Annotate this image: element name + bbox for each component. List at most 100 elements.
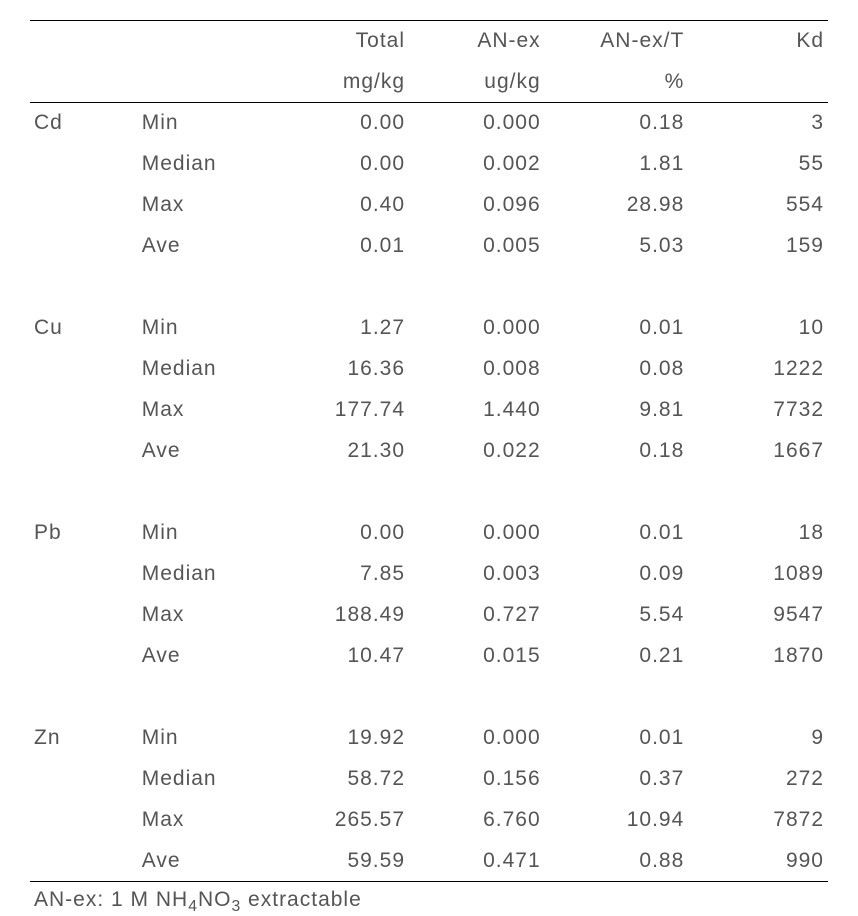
table-row: Max188.490.7275.549547 (30, 595, 828, 636)
cell-anext: 0.08 (549, 349, 693, 390)
footnote: AN-ex: 1 M NH4NO3 extractable (30, 882, 828, 916)
cell-kd: 554 (692, 185, 828, 226)
cell-anext: 0.01 (549, 308, 693, 349)
cell-anex: 6.760 (413, 800, 549, 841)
table-row: Median0.000.0021.8155 (30, 144, 828, 185)
footnote-mid: NO (198, 888, 232, 911)
cell-total: 0.00 (269, 144, 413, 185)
cell-stat: Max (142, 390, 270, 431)
cell-anex: 0.000 (413, 103, 549, 144)
cell-total: 59.59 (269, 841, 413, 882)
cell-kd: 272 (692, 759, 828, 800)
cell-element (30, 595, 142, 636)
cell-anext: 0.01 (549, 718, 693, 759)
table-row: ZnMin19.920.0000.019 (30, 718, 828, 759)
cell-anext: 5.03 (549, 226, 693, 267)
cell-kd: 7732 (692, 390, 828, 431)
header-anext: AN-ex/T (549, 21, 693, 62)
cell-kd: 7872 (692, 800, 828, 841)
header-anex-unit: ug/kg (413, 62, 549, 103)
cell-anex: 0.000 (413, 513, 549, 554)
cell-total: 0.00 (269, 513, 413, 554)
header-total-unit: mg/kg (269, 62, 413, 103)
cell-kd: 9547 (692, 595, 828, 636)
cell-element: Pb (30, 513, 142, 554)
cell-element (30, 431, 142, 472)
cell-total: 16.36 (269, 349, 413, 390)
table-row: CuMin1.270.0000.0110 (30, 308, 828, 349)
cell-total: 21.30 (269, 431, 413, 472)
cell-kd: 55 (692, 144, 828, 185)
cell-anext: 0.21 (549, 636, 693, 677)
cell-anext: 0.18 (549, 431, 693, 472)
cell-stat: Median (142, 144, 270, 185)
cell-anext: 10.94 (549, 800, 693, 841)
cell-kd: 1870 (692, 636, 828, 677)
cell-anex: 0.000 (413, 308, 549, 349)
spacer-row (30, 472, 828, 513)
table-row: Ave0.010.0055.03159 (30, 226, 828, 267)
cell-anext: 28.98 (549, 185, 693, 226)
cell-kd: 9 (692, 718, 828, 759)
spacer-row (30, 267, 828, 308)
cell-anex: 0.156 (413, 759, 549, 800)
cell-total: 0.40 (269, 185, 413, 226)
cell-kd: 10 (692, 308, 828, 349)
table-row: Ave10.470.0150.211870 (30, 636, 828, 677)
cell-stat: Median (142, 554, 270, 595)
cell-total: 19.92 (269, 718, 413, 759)
cell-element (30, 390, 142, 431)
header-kd-unit (692, 62, 828, 103)
cell-anex: 0.096 (413, 185, 549, 226)
header-stat (142, 21, 270, 62)
spacer-cell (30, 677, 828, 718)
cell-element: Cd (30, 103, 142, 144)
cell-anex: 0.015 (413, 636, 549, 677)
cell-anex: 0.008 (413, 349, 549, 390)
cell-kd: 1089 (692, 554, 828, 595)
cell-stat: Max (142, 800, 270, 841)
footnote-suffix: extractable (241, 888, 362, 911)
header-anex: AN-ex (413, 21, 549, 62)
header-row-2: mg/kg ug/kg % (30, 62, 828, 103)
cell-element (30, 636, 142, 677)
cell-kd: 159 (692, 226, 828, 267)
cell-anex: 0.471 (413, 841, 549, 882)
cell-stat: Max (142, 595, 270, 636)
table-row: Max0.400.09628.98554 (30, 185, 828, 226)
header-row-1: Total AN-ex AN-ex/T Kd (30, 21, 828, 62)
cell-kd: 1222 (692, 349, 828, 390)
cell-anex: 0.727 (413, 595, 549, 636)
cell-stat: Ave (142, 226, 270, 267)
table-row: Ave59.590.4710.88990 (30, 841, 828, 882)
spacer-cell (30, 267, 828, 308)
table-row: Ave21.300.0220.181667 (30, 431, 828, 472)
header-total: Total (269, 21, 413, 62)
cell-kd: 1667 (692, 431, 828, 472)
cell-anex: 0.002 (413, 144, 549, 185)
cell-stat: Min (142, 308, 270, 349)
cell-element (30, 554, 142, 595)
cell-total: 1.27 (269, 308, 413, 349)
cell-total: 188.49 (269, 595, 413, 636)
cell-element (30, 759, 142, 800)
cell-stat: Ave (142, 636, 270, 677)
cell-stat: Min (142, 718, 270, 759)
cell-element: Zn (30, 718, 142, 759)
cell-anext: 0.37 (549, 759, 693, 800)
header-element-unit (30, 62, 142, 103)
cell-element (30, 800, 142, 841)
cell-element (30, 185, 142, 226)
header-kd: Kd (692, 21, 828, 62)
table-header: Total AN-ex AN-ex/T Kd mg/kg ug/kg % (30, 21, 828, 103)
spacer-cell (30, 472, 828, 513)
cell-element: Cu (30, 308, 142, 349)
header-stat-unit (142, 62, 270, 103)
cell-stat: Max (142, 185, 270, 226)
footnote-prefix: AN-ex: 1 M NH (34, 888, 188, 911)
cell-element (30, 226, 142, 267)
cell-total: 265.57 (269, 800, 413, 841)
cell-anex: 0.003 (413, 554, 549, 595)
cell-stat: Median (142, 759, 270, 800)
header-element (30, 21, 142, 62)
